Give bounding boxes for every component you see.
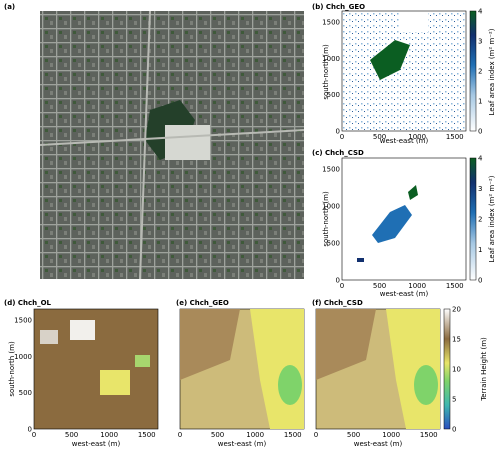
panel-c-xtick: 1000	[408, 282, 426, 290]
panel-f-xtick: 1000	[382, 431, 400, 439]
panel-d-ytick: 1000	[14, 353, 32, 361]
panel-b: (b) Chch_GEO west-east (m) south-north (…	[312, 3, 496, 145]
panel-c-ylabel: south-north (m)	[322, 191, 330, 247]
panel-f-cbar-tick: 0	[452, 426, 456, 434]
panel-c-xtick: 500	[373, 282, 386, 290]
panel-c-ytick: 0	[336, 277, 340, 285]
panel-b-xtick: 500	[373, 133, 386, 141]
aerial-road-2	[139, 10, 151, 280]
panel-d-ytick: 0	[28, 426, 32, 434]
panel-b-cbar-tick: 2	[478, 68, 482, 76]
panel-b-cbar-tick: 4	[478, 8, 483, 16]
panel-e-xtick: 1500	[284, 431, 302, 439]
panel-c-xtick: 1500	[446, 282, 464, 290]
panel-d-ytick: 500	[19, 389, 32, 397]
panel-b-clear	[400, 12, 428, 32]
panel-d-xtick: 1000	[100, 431, 118, 439]
panel-e: (e) Chch_GEO west-east (m)	[176, 299, 305, 448]
panel-b-xtick: 1500	[446, 133, 464, 141]
panel-f-high	[316, 309, 376, 380]
panel-d-patch-4	[135, 355, 150, 367]
panel-e-low	[278, 365, 302, 405]
panel-d-ytick: 1500	[14, 316, 32, 324]
panel-e-xlabel: west-east (m)	[218, 440, 267, 448]
panel-c-label: (c) Chch_CSD	[312, 149, 364, 157]
panel-f-xlabel: west-east (m)	[354, 440, 403, 448]
panel-b-xtick: 1000	[408, 133, 426, 141]
panel-b-ytick: 0	[336, 128, 340, 136]
panel-d-patch-3	[100, 370, 130, 395]
panel-a-label: (a)	[4, 3, 15, 11]
panel-c-colorbar	[469, 157, 477, 281]
panel-c-cbar-tick: 0	[478, 277, 482, 285]
panel-b-park	[370, 40, 410, 80]
panel-d-xtick: 500	[65, 431, 78, 439]
panel-f-cbar-tick: 5	[452, 396, 456, 404]
panel-d-ylabel: south-north (m)	[8, 341, 16, 397]
panel-c-vegetation-2	[408, 185, 418, 200]
aerial-mall	[165, 125, 210, 160]
panel-c-xtick: 0	[340, 282, 344, 290]
panel-f-low	[414, 365, 438, 405]
panel-e-xtick: 500	[211, 431, 224, 439]
panel-e-high	[180, 309, 240, 380]
panel-c-cbar-tick: 1	[478, 246, 482, 254]
panel-d-xtick: 0	[32, 431, 36, 439]
panel-f-xtick: 1500	[420, 431, 438, 439]
panel-c-ytick: 1000	[322, 203, 340, 211]
panel-e-label: (e) Chch_GEO	[176, 299, 229, 307]
panel-b-xlabel: west-east (m)	[380, 137, 429, 145]
panel-d-label: (d) Chch_OL	[4, 299, 52, 307]
panel-f-cbar-tick: 10	[452, 366, 461, 374]
panel-b-ylabel: south-north (m)	[322, 44, 330, 100]
panel-e-xtick: 1000	[246, 431, 264, 439]
panel-b-cbar-tick: 1	[478, 98, 482, 106]
panel-f-colorbar	[443, 308, 451, 430]
panel-c-cbar-tick: 4	[478, 155, 483, 163]
panel-a: (a)	[4, 3, 305, 280]
panel-d-plot	[33, 308, 159, 430]
panel-f-label: (f) Chch_CSD	[312, 299, 363, 307]
panel-b-ytick: 500	[327, 91, 340, 99]
panel-c-xlabel: west-east (m)	[380, 290, 429, 298]
panel-b-ytick: 1000	[322, 55, 340, 63]
panel-e-xtick: 0	[178, 431, 182, 439]
aerial-road	[39, 129, 305, 146]
panel-b-colorbar	[469, 10, 477, 132]
panel-b-cbar-tick: 3	[478, 38, 482, 46]
panel-b-cbar-tick: 0	[478, 128, 482, 136]
panel-c-cbar-tick: 3	[478, 185, 482, 193]
panel-d-xtick: 1500	[138, 431, 156, 439]
panel-d-patch-1	[70, 320, 95, 340]
panel-c-ytick: 1500	[322, 166, 340, 174]
panel-f: (f) Chch_CSD west-east (m) Terrain Heigh…	[312, 299, 488, 448]
panel-d-xlabel: west-east (m)	[72, 440, 121, 448]
panel-b-ytick: 1500	[322, 18, 340, 26]
panel-b-label: (b) Chch_GEO	[312, 3, 365, 11]
panel-d: (d) Chch_OL west-east (m) south-north (m…	[4, 299, 159, 448]
panel-f-xtick: 0	[314, 431, 318, 439]
panel-c-ytick: 500	[327, 240, 340, 248]
panel-f-cbar-label: Terrain Height (m)	[480, 337, 488, 402]
panel-c: (c) Chch_CSD west-east (m) south-north (…	[312, 149, 496, 298]
panel-f-cbar-tick: 20	[452, 306, 461, 314]
panel-f-xtick: 500	[347, 431, 360, 439]
panel-c-vegetation	[372, 205, 412, 243]
panel-b-xtick: 0	[340, 133, 344, 141]
panel-c-cbar-tick: 2	[478, 216, 482, 224]
panel-b-cbar-label: Leaf area index (m² m⁻²)	[488, 28, 496, 115]
panel-c-cbar-label: Leaf area index (m² m⁻²)	[488, 175, 496, 262]
panel-d-patch-2	[40, 330, 58, 344]
panel-f-cbar-tick: 15	[452, 336, 461, 344]
panel-c-patch	[357, 258, 364, 262]
